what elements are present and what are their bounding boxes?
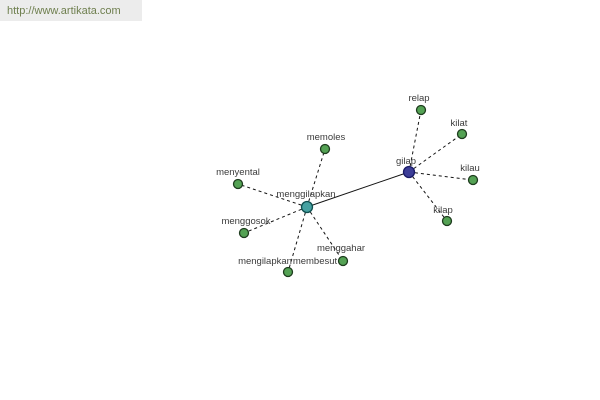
node-label-menyental[interactable]: menyental: [216, 167, 260, 178]
node-label-gilap[interactable]: gilap: [396, 156, 416, 167]
node-label-menggahar[interactable]: menggahar: [317, 243, 365, 254]
edge-menggilapkan-memoles: [306, 148, 326, 208]
node-mengilapkan[interactable]: [282, 266, 294, 278]
node-label-kilap[interactable]: kilap: [433, 205, 453, 216]
node-label-kilau[interactable]: kilau: [460, 163, 480, 174]
node-kilap[interactable]: [441, 215, 453, 227]
edge-menggilapkan-mengilapkan: [287, 206, 308, 273]
edge-menggilapkan-menyental: [237, 183, 308, 208]
url-text: http://www.artikata.com: [7, 4, 121, 17]
node-kilat[interactable]: [456, 128, 468, 140]
node-label-mengilapkan[interactable]: mengilapkan: [238, 256, 292, 267]
edge-menggilapkan-gilap: [306, 171, 410, 208]
node-label-relap[interactable]: relap: [408, 93, 429, 104]
node-relap[interactable]: [415, 104, 427, 116]
node-label-menggilapkan[interactable]: menggilapkan: [276, 189, 335, 200]
node-menggilapkan[interactable]: [300, 200, 314, 214]
node-label-kilat[interactable]: kilat: [451, 118, 468, 129]
node-gilap[interactable]: [402, 165, 416, 179]
node-menggosok[interactable]: [238, 227, 250, 239]
node-memoles[interactable]: [319, 143, 331, 155]
node-menggahar[interactable]: [337, 255, 349, 267]
edge-gilap-kilat: [408, 133, 463, 173]
edge-gilap-kilau: [408, 171, 474, 181]
url-bar[interactable]: http://www.artikata.com: [0, 0, 142, 21]
node-kilau[interactable]: [467, 174, 479, 186]
node-label-membesut[interactable]: membesut: [293, 256, 338, 267]
edge-gilap-kilap: [408, 171, 448, 222]
node-label-memoles[interactable]: memoles: [307, 132, 346, 143]
node-label-menggosok[interactable]: menggosok: [221, 216, 270, 227]
edge-menggilapkan-menggosok: [243, 206, 308, 234]
edge-gilap-relap: [408, 109, 422, 173]
node-menyental[interactable]: [232, 178, 244, 190]
edge-menggilapkan-menggahar: [306, 206, 344, 262]
